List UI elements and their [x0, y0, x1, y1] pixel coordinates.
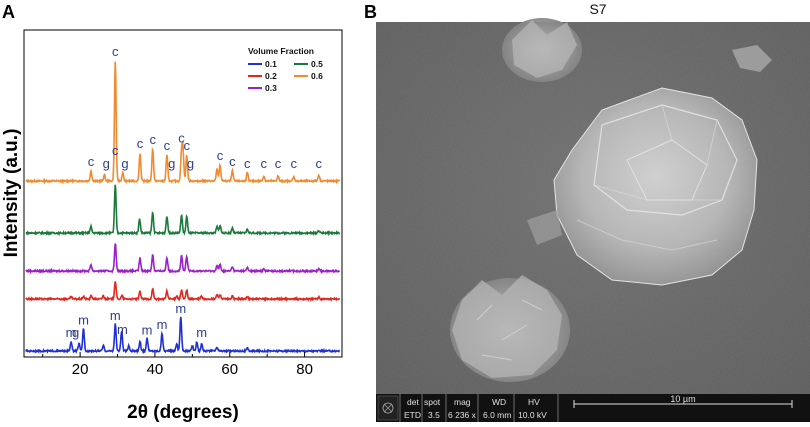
peak-label-c: c [183, 138, 190, 153]
legend-label-0-2: 0.2 [265, 71, 277, 81]
peak-label-c: c [164, 138, 171, 153]
wd-value: 6.0 mm [483, 410, 511, 420]
spot-label: spot [424, 397, 441, 407]
peak-label-c: c [275, 156, 282, 171]
peak-label-c: c [316, 156, 323, 171]
peak-label-c: c [137, 136, 144, 151]
peak-label-c: c [112, 143, 119, 158]
peak-label-g: g [187, 156, 194, 171]
series-line-0-2 [25, 281, 341, 303]
spot-value: 3.5 [428, 410, 440, 420]
mag-value: 6 236 x [448, 410, 477, 420]
peak-label-c: c [88, 154, 95, 169]
sem-micrograph [376, 18, 810, 394]
x-tick-label: 20 [72, 361, 89, 378]
series-line-0-1 [25, 316, 340, 355]
x-tick-label: 60 [221, 361, 238, 378]
peak-label-c: c [112, 44, 119, 59]
legend-label-0-6: 0.6 [311, 71, 323, 81]
peak-label-c: c [244, 156, 251, 171]
panel-letter-a: A [2, 2, 15, 22]
peak-label-g: g [103, 156, 110, 171]
legend-title: Volume Fraction [248, 46, 314, 56]
panel-letter-b: B [364, 2, 377, 22]
x-tick-label: 40 [147, 361, 164, 378]
scale-bar: 10 µm [573, 394, 793, 408]
series-line-0-6 [25, 61, 341, 185]
x-axis-label: 2θ (degrees) [127, 402, 239, 422]
det-value: ETD [404, 410, 421, 420]
peak-label-g: g [121, 156, 128, 171]
databar-logo [377, 395, 399, 421]
sem-panel: B S7 [362, 0, 810, 422]
hv-label: HV [528, 397, 540, 407]
wd-label: WD [492, 397, 506, 407]
mag-label: mag [454, 397, 471, 407]
peak-label-m: m [117, 322, 128, 337]
sem-figure: B S7 [364, 1, 810, 422]
peak-label-c: c [217, 148, 224, 163]
hv-value: 10.0 kV [518, 410, 547, 420]
peak-label-c: c [261, 156, 268, 171]
scale-bar-label: 10 µm [670, 394, 695, 404]
peak-label-m: m [78, 313, 89, 328]
x-ticks: 20 40 60 80 [42, 352, 343, 378]
x-tick-label: 80 [296, 361, 313, 378]
series-line-0-5 [25, 184, 341, 237]
peak-label-c: c [178, 130, 185, 145]
peak-label-c: c [149, 132, 156, 147]
legend-label-0-1: 0.1 [265, 59, 277, 69]
sem-databar: det ETD spot 3.5 mag 6 236 x WD 6.0 mm H… [376, 394, 810, 422]
peak-label-g: g [168, 156, 175, 171]
series-layer [25, 61, 341, 355]
series-line-0-3 [25, 243, 341, 275]
peak-label-g: g [72, 325, 79, 340]
peak-label-m: m [66, 325, 77, 340]
peak-label-c: c [290, 156, 297, 171]
legend-label-0-5: 0.5 [311, 59, 323, 69]
y-axis-label: Intensity (a.u.) [1, 129, 22, 258]
peak-label-c: c [229, 154, 236, 169]
peak-label-m: m [157, 317, 168, 332]
det-label: det [407, 397, 419, 407]
plot-frame [23, 29, 343, 358]
peak-label-m: m [142, 322, 153, 337]
sem-title: S7 [589, 1, 606, 17]
peak-label-m: m [110, 308, 121, 323]
legend-label-0-3: 0.3 [265, 83, 277, 93]
peak-label-m: m [175, 301, 186, 316]
legend: Volume Fraction 0.1 0.5 0.2 0.6 0.3 [248, 46, 323, 93]
peak-label-m: m [196, 325, 207, 340]
